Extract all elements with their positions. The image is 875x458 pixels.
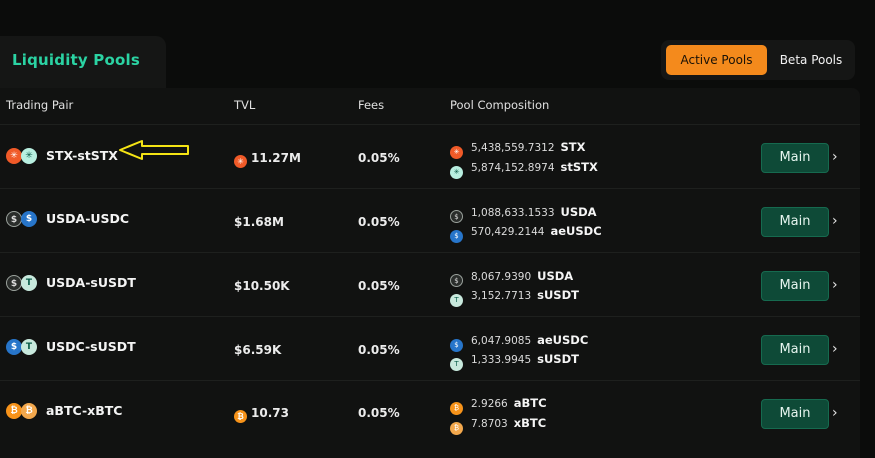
usdt-icon: T: [450, 294, 463, 307]
asset-symbol: xBTC: [513, 416, 547, 430]
usdt-icon: T: [450, 358, 463, 371]
usdc-icon: $: [450, 339, 463, 352]
fees-value: 0.05%: [358, 279, 400, 293]
asset-amount: 1,088,633.1533: [471, 207, 555, 219]
asset-symbol: USDA: [560, 205, 597, 219]
asset-symbol: STX: [560, 140, 586, 154]
stx-icon: ✳: [6, 148, 22, 164]
column-header-tvl: TVL: [234, 98, 256, 112]
asset-symbol: USDA: [537, 269, 574, 283]
tvl-value: ₿ 10.73: [234, 406, 289, 423]
table-row[interactable]: ₿ ₿ aBTC-xBTC ₿ 10.73 0.05% ₿ 2.9266 aBTC ₿…: [0, 380, 860, 444]
asset-amount: 2.9266: [471, 398, 508, 410]
main-button[interactable]: Main: [761, 335, 829, 365]
page-title: Liquidity Pools: [12, 51, 140, 69]
pair-icons: $ T: [6, 275, 42, 293]
title-card: [0, 36, 166, 88]
pair-name: STX-stSTX: [46, 148, 118, 163]
column-header-fees: Fees: [358, 98, 385, 112]
asset-amount: 3,152.7713: [471, 290, 532, 302]
tvl-value: $6.59K: [234, 343, 282, 357]
fees-value: 0.05%: [358, 151, 400, 165]
main-button[interactable]: Main: [761, 399, 829, 429]
tvl-text: 10.73: [251, 406, 289, 420]
usdc-icon: $: [450, 230, 463, 243]
composition-asset: $6,047.9085 aeUSDC: [450, 333, 588, 352]
main-button[interactable]: Main: [761, 143, 829, 173]
composition-asset: ✳ 5,874,152.8974 stSTX: [450, 160, 598, 179]
fees-value: 0.05%: [358, 406, 400, 420]
composition-asset: $1,088,633.1533 USDA: [450, 205, 597, 223]
usdc-icon: $: [21, 211, 37, 227]
tvl-value: $1.68M: [234, 215, 284, 229]
composition-asset: ₿ 2.9266 aBTC: [450, 396, 547, 415]
column-header-pool-composition: Pool Composition: [450, 98, 550, 112]
asset-amount: 1,333.9945: [471, 354, 532, 366]
usdc-icon: $: [6, 339, 22, 355]
xbtc-icon: ₿: [21, 403, 37, 419]
asset-amount: 7.8703: [471, 418, 508, 430]
column-header-trading-pair: Trading Pair: [6, 98, 74, 112]
pair-icons: ✳ ✳: [6, 148, 42, 166]
composition-asset: $8,067.9390 USDA: [450, 269, 573, 287]
composition-asset: $570,429.2144 aeUSDC: [450, 224, 602, 243]
table-row[interactable]: ✳ ✳ STX-stSTX ✳ 11.27M 0.05% ✳ 5,438,559.7…: [0, 124, 860, 188]
table-row[interactable]: $ T USDC-sUSDT $6.59K 0.05% $6,047.9085 a…: [0, 316, 860, 380]
tvl-text: 11.27M: [251, 151, 301, 165]
asset-symbol: sUSDT: [537, 352, 579, 366]
pair-name: USDA-sUSDT: [46, 275, 136, 290]
asset-symbol: stSTX: [560, 160, 598, 174]
stx-icon: ✳: [450, 146, 463, 159]
stx-icon: ✳: [234, 155, 247, 168]
chevron-right-icon[interactable]: ›: [832, 149, 838, 165]
ststx-icon: ✳: [450, 166, 463, 179]
annotation-arrow-icon: [119, 140, 189, 160]
pair-icons: ₿ ₿: [6, 403, 42, 421]
composition-asset: T 3,152.7713 sUSDT: [450, 288, 579, 307]
ststx-icon: ✳: [21, 148, 37, 164]
usda-icon: $: [6, 211, 22, 227]
usda-icon: $: [450, 274, 463, 287]
chevron-right-icon[interactable]: ›: [832, 277, 838, 293]
pair-name: USDC-sUSDT: [46, 339, 136, 354]
fees-value: 0.05%: [358, 215, 400, 229]
tvl-value: ✳ 11.27M: [234, 151, 301, 168]
chevron-right-icon[interactable]: ›: [832, 405, 838, 421]
asset-amount: 5,874,152.8974: [471, 162, 555, 174]
main-button[interactable]: Main: [761, 207, 829, 237]
chevron-right-icon[interactable]: ›: [832, 341, 838, 357]
tab-active-pools[interactable]: Active Pools: [666, 45, 767, 75]
asset-symbol: aeUSDC: [537, 333, 589, 347]
composition-asset: ₿ 7.8703 xBTC: [450, 416, 546, 435]
fees-value: 0.05%: [358, 343, 400, 357]
xbtc-icon: ₿: [450, 422, 463, 435]
usdt-icon: T: [21, 339, 37, 355]
pair-name: USDA-USDC: [46, 211, 130, 226]
composition-asset: ✳ 5,438,559.7312 STX: [450, 140, 586, 159]
composition-asset: T 1,333.9945 sUSDT: [450, 352, 579, 371]
pair-icons: $ $: [6, 211, 42, 229]
pair-icons: $ T: [6, 339, 42, 357]
tvl-value: $10.50K: [234, 279, 290, 293]
asset-symbol: sUSDT: [537, 288, 579, 302]
btc-icon: ₿: [6, 403, 22, 419]
asset-amount: 5,438,559.7312: [471, 142, 555, 154]
usda-icon: $: [6, 275, 22, 291]
table-row[interactable]: $ T USDA-sUSDT $10.50K 0.05% $8,067.9390…: [0, 252, 860, 316]
asset-symbol: aBTC: [513, 396, 547, 410]
table-row[interactable]: $ $ USDA-USDC $1.68M 0.05% $1,088,633.15…: [0, 188, 860, 252]
chevron-right-icon[interactable]: ›: [832, 213, 838, 229]
asset-amount: 8,067.9390: [471, 271, 532, 283]
pair-name: aBTC-xBTC: [46, 403, 123, 418]
asset-symbol: aeUSDC: [550, 224, 602, 238]
main-button[interactable]: Main: [761, 271, 829, 301]
pools-table: [0, 88, 860, 458]
btc-icon: ₿: [450, 402, 463, 415]
asset-amount: 6,047.9085: [471, 335, 532, 347]
btc-icon: ₿: [234, 410, 247, 423]
usda-icon: $: [450, 210, 463, 223]
tab-beta-pools[interactable]: Beta Pools: [779, 53, 843, 67]
usdt-icon: T: [21, 275, 37, 291]
asset-amount: 570,429.2144: [471, 226, 545, 238]
